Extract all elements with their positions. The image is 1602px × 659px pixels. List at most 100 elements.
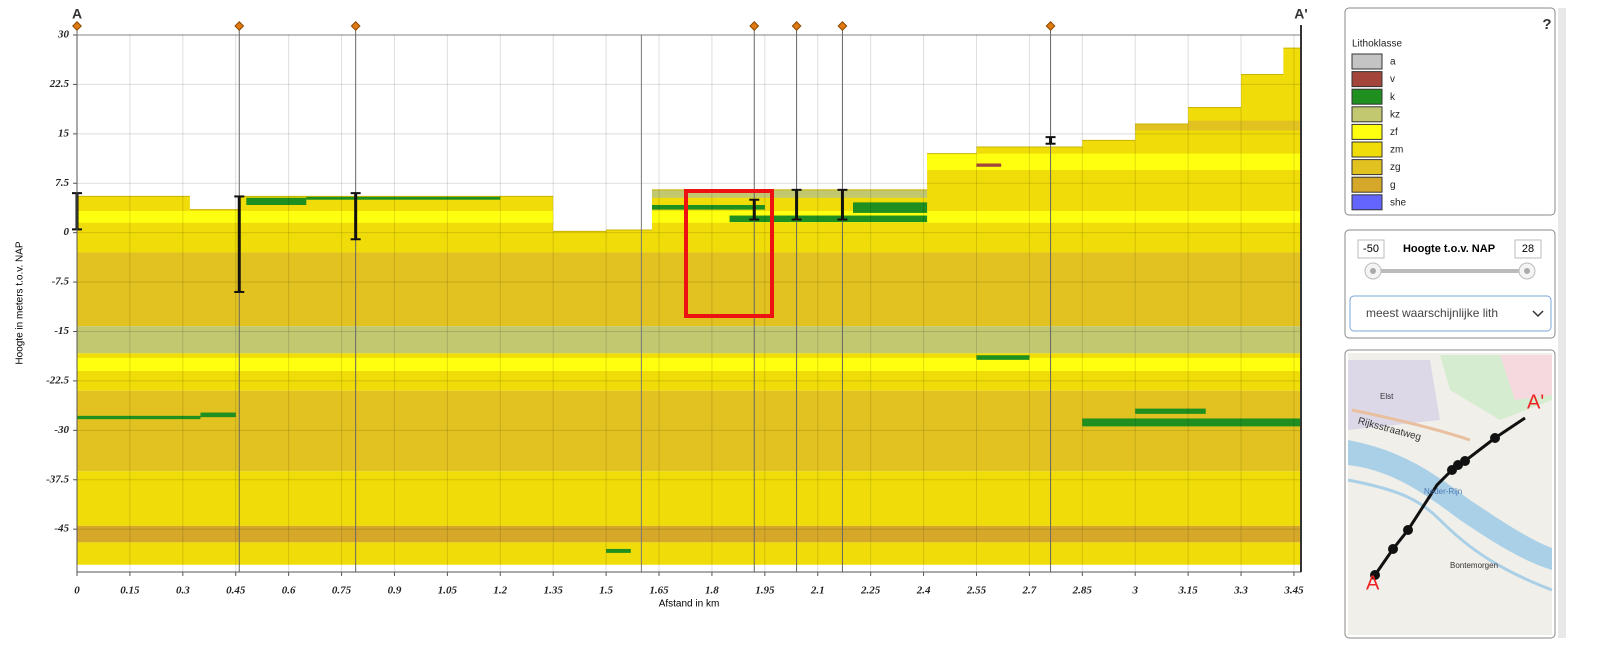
legend-swatch xyxy=(1352,107,1382,122)
x-tick-label: 1.65 xyxy=(649,585,669,597)
x-tick-label: 1.2 xyxy=(493,585,507,597)
legend-label: kz xyxy=(1390,109,1400,120)
x-tick-label: 2.85 xyxy=(1072,585,1093,597)
x-tick-label: 0.6 xyxy=(282,585,296,597)
map-end-label: A' xyxy=(1527,391,1544,413)
x-tick-label: 3.15 xyxy=(1177,585,1198,597)
y-tick-label: -45 xyxy=(54,523,69,535)
lithology-band xyxy=(77,326,1301,353)
y-tick-label: -37.5 xyxy=(46,473,69,485)
borehole-marker xyxy=(838,22,846,30)
map: Elst Rijksstraatweg Neder-Rijn Bontemorg… xyxy=(1348,353,1552,635)
lithology-patch xyxy=(606,549,631,553)
legend-swatch xyxy=(1352,177,1382,192)
end-label: A' xyxy=(1294,6,1307,22)
map-label: Neder-Rijn xyxy=(1424,487,1462,496)
lithology-band xyxy=(77,542,1301,564)
lithology-band xyxy=(77,391,1301,471)
y-tick-label: -30 xyxy=(54,424,69,436)
map-label: Elst xyxy=(1380,392,1394,401)
y-tick-label: -15 xyxy=(54,325,69,337)
map-point xyxy=(1460,456,1470,466)
x-tick-label: 0.3 xyxy=(176,585,190,597)
lithology-patch xyxy=(77,416,200,419)
lithology-band xyxy=(77,358,1301,371)
legend-swatch xyxy=(1352,72,1382,87)
y-tick-label: 30 xyxy=(57,29,70,41)
y-tick-label: 7.5 xyxy=(55,177,69,189)
legend-swatch xyxy=(1352,89,1382,104)
y-tick-label: 22.5 xyxy=(49,78,70,90)
max-value: 28 xyxy=(1522,243,1534,255)
x-tick-label: 0 xyxy=(74,585,80,597)
mode-select-text: meest waarschijnlijke lith xyxy=(1366,306,1498,320)
borehole-marker xyxy=(73,22,81,30)
x-tick-label: 3 xyxy=(1131,585,1138,597)
y-tick-label: -7.5 xyxy=(52,276,70,288)
lithology-band xyxy=(77,211,1301,223)
lithology-patch xyxy=(1135,409,1206,414)
y-tick-label: -22.5 xyxy=(46,374,69,386)
legend-swatch xyxy=(1352,54,1382,69)
page: 30 22.5 15 7.5 0 -7.5 -15 -22.5 -30 -37.5 -45 0 0.15… xyxy=(0,0,1602,654)
x-tick-label: 0.9 xyxy=(388,585,402,597)
scrollbar[interactable] xyxy=(1558,8,1566,638)
legend-swatch xyxy=(1352,160,1382,175)
legend-swatch xyxy=(1352,124,1382,139)
x-tick-label: 0.75 xyxy=(332,585,352,597)
y-axis-label: Hoogte in meters t.o.v. NAP xyxy=(15,241,26,365)
slider-min-dot xyxy=(1370,268,1376,274)
lithology-patch xyxy=(976,355,1029,360)
legend-swatch xyxy=(1352,142,1382,157)
borehole-marker xyxy=(792,22,800,30)
start-label: A xyxy=(72,6,82,22)
lithology-patch xyxy=(976,163,1001,166)
lithology-patch xyxy=(652,205,765,210)
legend-label: a xyxy=(1390,57,1396,68)
height-label: Hoogte t.o.v. NAP xyxy=(1403,243,1495,255)
map-point xyxy=(1403,525,1413,535)
borehole-marker xyxy=(1046,22,1054,30)
map-point xyxy=(1490,433,1500,443)
slider-max-dot xyxy=(1524,268,1530,274)
lithology-patch xyxy=(1082,418,1301,426)
legend-label: zf xyxy=(1390,127,1398,138)
legend-title: Lithoklasse xyxy=(1352,39,1402,50)
y-tick-label: 0 xyxy=(64,226,70,238)
x-tick-label: 0.45 xyxy=(226,585,246,597)
legend-swatch xyxy=(1352,195,1382,210)
lithology-band xyxy=(77,526,1301,542)
x-tick-label: 2.55 xyxy=(966,585,987,597)
min-value: -50 xyxy=(1363,243,1379,255)
legend-label: she xyxy=(1390,197,1407,208)
legend-label: zg xyxy=(1390,162,1401,173)
borehole-marker xyxy=(351,22,359,30)
cross-section-chart: 30 22.5 15 7.5 0 -7.5 -15 -22.5 -30 -37.5 -45 0 0.15… xyxy=(46,22,1304,597)
x-tick-label: 1.05 xyxy=(438,585,458,597)
lithology-patch xyxy=(853,202,927,213)
lithology-patch xyxy=(200,413,235,418)
x-tick-label: 1.35 xyxy=(544,585,564,597)
x-tick-label: 2.4 xyxy=(916,585,931,597)
borehole-marker xyxy=(750,22,758,30)
legend-label: g xyxy=(1390,180,1396,191)
x-tick-label: 2.25 xyxy=(860,585,881,597)
x-tick-label: 3.45 xyxy=(1283,585,1304,597)
x-axis-label: Afstand in km xyxy=(659,599,720,610)
y-tick-label: 15 xyxy=(58,127,70,139)
map-start-label: A xyxy=(1366,572,1380,594)
x-tick-label: 1.95 xyxy=(755,585,775,597)
legend-label: v xyxy=(1390,74,1395,85)
x-tick-label: 1.8 xyxy=(705,585,719,597)
x-tick-label: 2.7 xyxy=(1022,585,1037,597)
x-tick-label: 3.3 xyxy=(1233,585,1248,597)
x-tick-label: 0.15 xyxy=(120,585,140,597)
legend-label: zm xyxy=(1390,145,1403,156)
lithology-patch xyxy=(246,198,306,205)
screen: 30 22.5 15 7.5 0 -7.5 -15 -22.5 -30 -37.5 -45 0 0.15… xyxy=(0,0,1602,654)
map-point xyxy=(1388,544,1398,554)
x-tick-label: 1.5 xyxy=(599,585,613,597)
help-button[interactable]: ? xyxy=(1542,16,1551,33)
map-label: Bontemorgen xyxy=(1450,561,1498,570)
borehole-marker xyxy=(235,22,243,30)
